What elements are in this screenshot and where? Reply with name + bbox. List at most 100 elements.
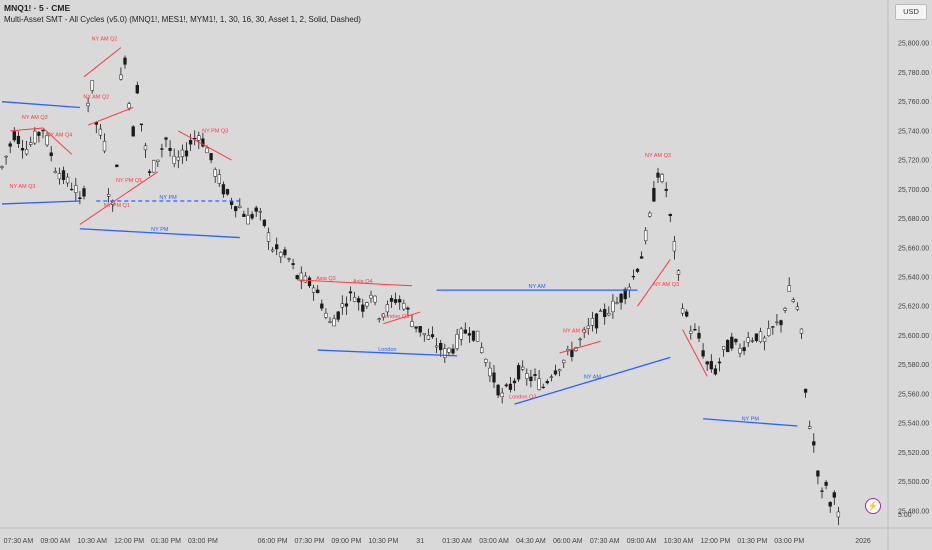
candle-body xyxy=(619,293,623,303)
candle-body xyxy=(0,166,4,168)
currency-button[interactable]: USD xyxy=(895,4,927,20)
smt-line xyxy=(178,130,232,161)
smt-line xyxy=(559,340,601,354)
price-tick-label: 25,480.00 xyxy=(898,508,929,515)
session-line-label: NY AM xyxy=(529,284,546,290)
session-line-label: NY AM xyxy=(584,375,601,381)
candle-body xyxy=(758,331,763,342)
candle-body xyxy=(644,230,648,242)
candle-body xyxy=(816,470,820,477)
chart-header: MNQ1! · 5 · CME Multi-Asset SMT - All Cy… xyxy=(4,3,361,25)
candle-body xyxy=(660,174,664,182)
price-tick-label: 25,720.00 xyxy=(898,158,929,165)
smt-label: NY PM Q1 xyxy=(104,203,130,209)
smt-label: NY AM Q2 xyxy=(83,95,109,101)
lightning-icon[interactable]: ⚡ xyxy=(865,498,881,514)
indicator-line[interactable]: Multi-Asset SMT - All Cycles (v5.0) (MNQ… xyxy=(4,15,361,24)
candle-body xyxy=(562,359,566,364)
candle-body xyxy=(37,132,41,136)
candle-body xyxy=(106,194,111,197)
candle-body xyxy=(176,156,180,161)
candle-body xyxy=(664,188,668,191)
candle-body xyxy=(705,361,709,365)
candle-body xyxy=(607,313,611,316)
smt-line xyxy=(83,47,122,78)
candle-body xyxy=(65,176,70,184)
candle-body xyxy=(377,318,381,320)
smt-label: NY AM Q3 xyxy=(10,184,36,190)
candle-body xyxy=(627,286,631,291)
candle-body xyxy=(98,128,103,136)
candle-body xyxy=(29,142,33,145)
price-tick-label: 25,580.00 xyxy=(898,362,929,369)
candle-body xyxy=(119,74,123,80)
candle-body xyxy=(295,275,299,279)
symbol-line[interactable]: MNQ1! · 5 · CME xyxy=(4,3,71,13)
candle-body xyxy=(824,481,828,486)
candle-body xyxy=(373,295,377,303)
candle-body xyxy=(188,140,193,145)
candle-body xyxy=(586,325,590,329)
candle-body xyxy=(656,172,660,178)
candle-body xyxy=(512,380,517,384)
candle-body xyxy=(615,302,619,304)
candle-body xyxy=(709,361,713,370)
candle-body xyxy=(20,148,25,151)
candle-body xyxy=(836,511,841,518)
price-tick-label: 25,620.00 xyxy=(898,304,929,311)
candle-body xyxy=(213,169,217,177)
candle-body xyxy=(41,129,45,132)
candle-body xyxy=(738,348,742,354)
price-axis[interactable]: 25,800.00 25,780.00 25,760.00 25,740.00 25,7… xyxy=(898,41,929,519)
candle-body xyxy=(61,170,66,180)
candle-body xyxy=(701,350,705,357)
smt-line xyxy=(79,171,159,225)
smt-label: Asia Q3 xyxy=(316,276,336,282)
candle-body xyxy=(492,372,496,383)
candle-body xyxy=(164,137,168,140)
smt-line xyxy=(297,279,413,287)
candle-body xyxy=(172,155,176,164)
candle-body xyxy=(340,303,344,308)
session-line xyxy=(703,418,798,427)
candle-body xyxy=(471,330,476,341)
candle-body xyxy=(385,304,390,313)
candle-body xyxy=(381,313,385,318)
time-tick-label: 10:30 PM xyxy=(368,538,398,545)
time-axis[interactable]: 07:30 AM 09:00 AM 10:30 AM 12:00 PM 01:30 PM… xyxy=(4,538,871,545)
candle-body xyxy=(721,346,726,350)
candle-body xyxy=(320,303,324,309)
time-tick-label: 31 xyxy=(416,538,424,545)
candle-body xyxy=(316,289,320,294)
price-tick-label: 25,680.00 xyxy=(898,216,929,223)
candle-body xyxy=(270,249,275,252)
smt-line xyxy=(383,311,421,325)
time-tick-label: 03:00 PM xyxy=(774,538,804,545)
candle-body xyxy=(439,342,443,351)
candle-body xyxy=(516,365,521,380)
candle-body xyxy=(332,318,336,327)
candle-body xyxy=(184,150,189,157)
candle-body xyxy=(598,310,603,312)
candle-body xyxy=(115,164,119,168)
price-tick-label: 25,760.00 xyxy=(898,99,929,106)
candle-body xyxy=(754,333,759,341)
candle-body xyxy=(33,130,37,144)
candle-body xyxy=(156,159,160,163)
candle-body xyxy=(45,135,49,146)
candle-body xyxy=(168,147,172,151)
candle-body xyxy=(553,370,558,375)
candle-body xyxy=(500,392,504,397)
time-tick-label: 01:30 PM xyxy=(737,538,767,545)
candle-body xyxy=(680,308,685,314)
candle-body xyxy=(451,348,455,354)
smt-line xyxy=(10,127,44,132)
candle-body xyxy=(4,155,8,158)
candle-body xyxy=(16,135,21,144)
candle-body xyxy=(324,312,328,318)
candle-body xyxy=(730,336,734,349)
candle-body xyxy=(578,338,582,341)
candle-body xyxy=(545,381,549,384)
